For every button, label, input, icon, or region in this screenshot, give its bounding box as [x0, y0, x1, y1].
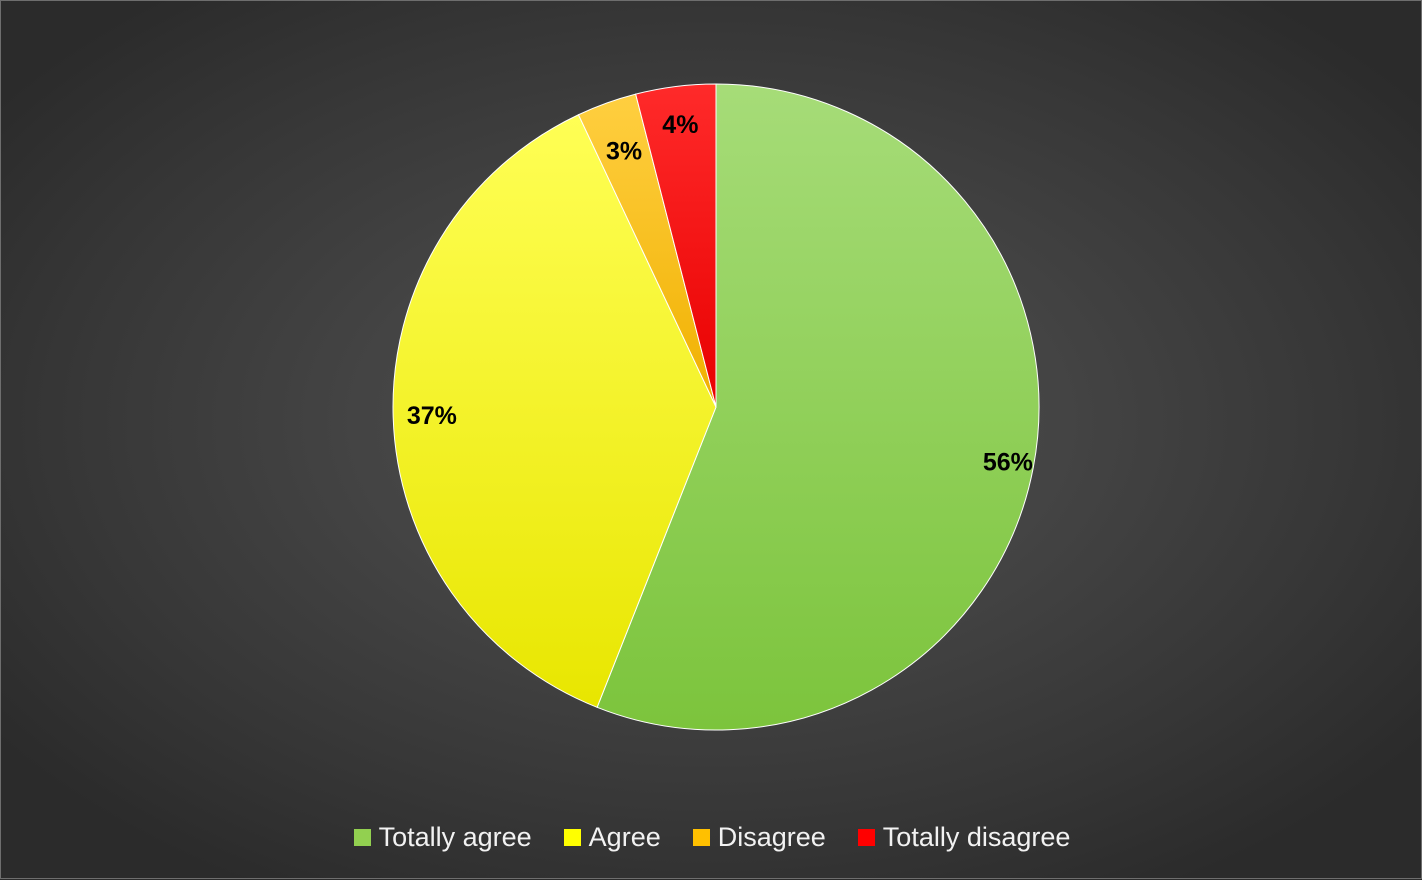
pie-slice-agree — [392, 114, 717, 708]
pie-slice-totally-disagree — [635, 83, 717, 408]
data-label-totally-disagree: 4% — [662, 111, 698, 139]
legend-swatch — [857, 828, 875, 846]
data-label-disagree: 3% — [606, 138, 642, 166]
legend: Totally agree Agree Disagree Totally disagr… — [1, 817, 1422, 857]
legend-swatch — [353, 828, 371, 846]
legend-swatch — [692, 828, 710, 846]
legend-label: Totally disagree — [882, 821, 1071, 852]
legend-label: Totally agree — [378, 821, 532, 852]
legend-item-disagree: Disagree — [692, 821, 826, 853]
data-label-totally-agree: 56% — [983, 449, 1033, 477]
data-label-agree: 37% — [407, 402, 457, 430]
legend-item-totally-agree: Totally agree — [353, 821, 532, 853]
legend-label: Disagree — [717, 821, 826, 852]
pie-slice-totally-agree — [596, 83, 1040, 731]
legend-item-agree: Agree — [563, 821, 661, 853]
legend-label: Agree — [588, 821, 661, 852]
legend-item-totally-disagree: Totally disagree — [857, 821, 1071, 853]
legend-swatch — [563, 828, 581, 846]
